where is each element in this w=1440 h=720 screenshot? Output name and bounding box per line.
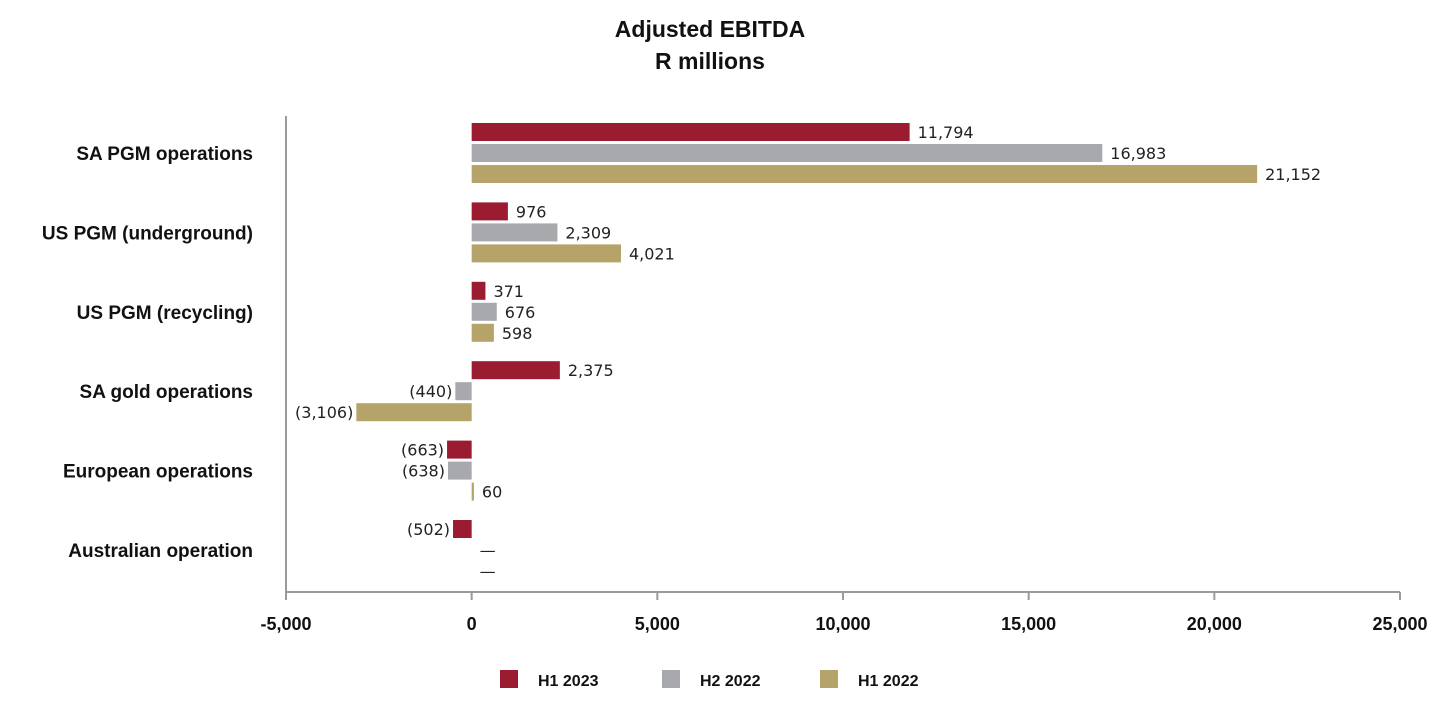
data-label-h1-2023: 11,794 xyxy=(918,123,974,142)
data-label-h2-2022: (440) xyxy=(409,382,452,401)
bar-h1-2022 xyxy=(471,482,474,501)
legend-swatch-h1-2022 xyxy=(820,670,838,688)
data-label-h2-2022: — xyxy=(480,541,496,560)
bar-h1-2023 xyxy=(447,440,472,459)
bar-h2-2022 xyxy=(471,223,558,242)
legend-label-h2-2022: H2 2022 xyxy=(700,673,761,690)
data-label-h1-2023: (663) xyxy=(401,441,444,460)
category-label-sa-gold-operations: SA gold operations xyxy=(80,382,253,403)
legend-label-h1-2022: H1 2022 xyxy=(858,673,919,690)
data-label-h2-2022: 676 xyxy=(505,303,536,322)
x-tick-label: 10,000 xyxy=(815,614,870,634)
bar-h1-2022 xyxy=(471,323,494,342)
category-label-sa-pgm-operations: SA PGM operations xyxy=(76,144,253,165)
chart-subtitle: R millions xyxy=(655,48,765,74)
data-label-h1-2022: (3,106) xyxy=(295,403,353,422)
data-label-h1-2022: — xyxy=(480,562,496,581)
data-label-h2-2022: (638) xyxy=(402,462,445,481)
bar-h1-2022 xyxy=(356,403,472,422)
bar-h2-2022 xyxy=(471,144,1103,162)
data-label-h1-2022: 60 xyxy=(482,483,502,502)
data-label-h1-2023: (502) xyxy=(407,520,450,539)
data-label-h1-2022: 4,021 xyxy=(629,244,675,263)
x-tick-label: 0 xyxy=(467,614,477,634)
x-tick-label: 5,000 xyxy=(635,614,680,634)
category-label-us-pgm-recycling: US PGM (recycling) xyxy=(77,303,253,324)
data-label-h1-2022: 21,152 xyxy=(1265,165,1321,184)
chart-title: Adjusted EBITDA xyxy=(614,16,806,42)
data-label-h1-2023: 2,375 xyxy=(568,361,614,380)
bar-h1-2023 xyxy=(471,123,910,141)
category-label-us-pgm-underground: US PGM (underground) xyxy=(42,223,253,244)
bar-h1-2023 xyxy=(471,202,508,221)
legend-swatch-h1-2023 xyxy=(500,670,518,688)
category-label-australian-operation: Australian operation xyxy=(68,541,253,562)
data-label-h2-2022: 16,983 xyxy=(1110,144,1166,163)
legend-label-h1-2023: H1 2023 xyxy=(538,673,599,690)
data-label-h2-2022: 2,309 xyxy=(565,223,611,242)
bar-h1-2022 xyxy=(471,244,621,263)
data-label-h1-2023: 976 xyxy=(516,202,547,221)
bar-h1-2023 xyxy=(471,361,560,380)
bar-h2-2022 xyxy=(455,382,472,401)
x-tick-label: -5,000 xyxy=(260,614,311,634)
data-label-h1-2023: 371 xyxy=(493,282,524,301)
x-tick-label: 25,000 xyxy=(1372,614,1427,634)
bar-h1-2023 xyxy=(471,281,486,300)
legend-swatch-h2-2022 xyxy=(662,670,680,688)
bar-h2-2022 xyxy=(447,461,472,480)
bar-h1-2023 xyxy=(453,520,472,538)
category-label-european-operations: European operations xyxy=(63,462,253,483)
bar-h2-2022 xyxy=(471,302,497,321)
x-tick-label: 15,000 xyxy=(1001,614,1056,634)
data-label-h1-2022: 598 xyxy=(502,324,533,343)
bar-h1-2022 xyxy=(471,165,1258,183)
x-tick-label: 20,000 xyxy=(1187,614,1242,634)
